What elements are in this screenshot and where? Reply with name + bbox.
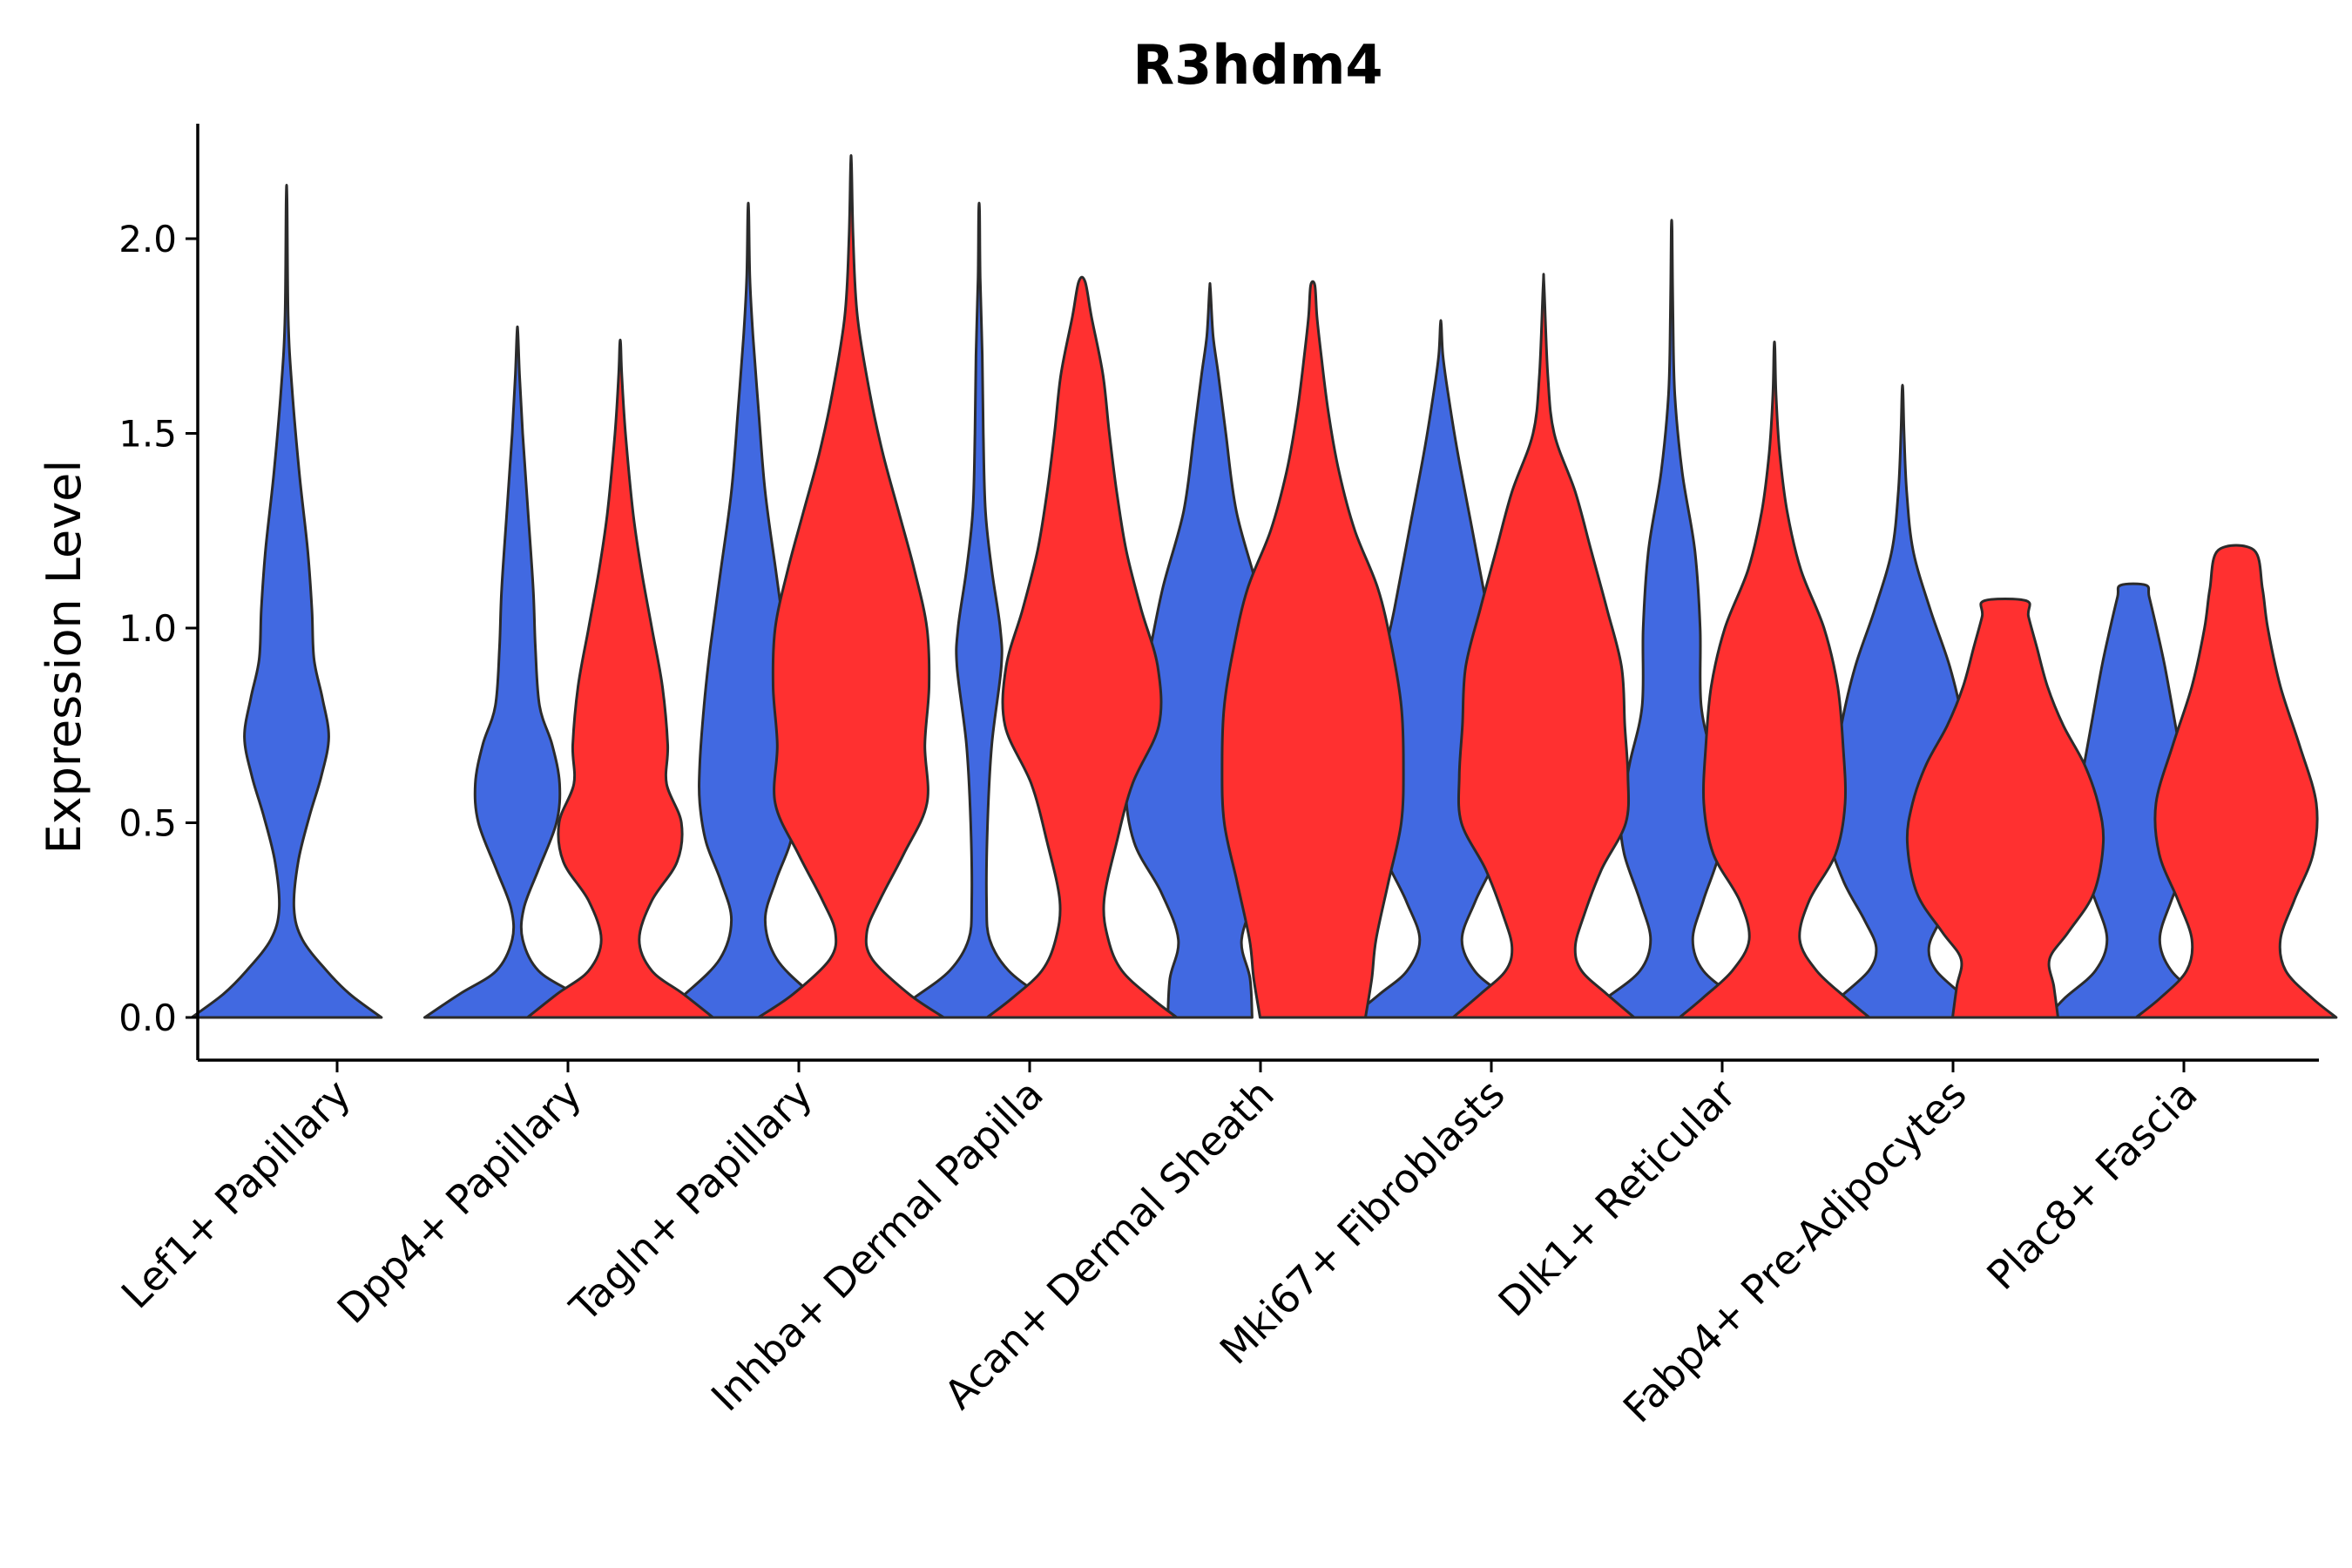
chart-title: R3hdm4 — [1132, 33, 1382, 97]
x-tick-label: Tagln+ Papillary — [560, 1071, 821, 1332]
violin-plac8-fascia-red — [2134, 544, 2338, 1019]
violin-acan-dermal-sheath-red — [1220, 280, 1405, 1019]
violin-dlk1-reticular-red — [1678, 340, 1871, 1019]
y-tick-label: 0.0 — [118, 997, 177, 1039]
violin-inhba-dermal-papilla-blue — [885, 201, 1073, 1019]
x-tick-label: Plac8+ Fascia — [1977, 1071, 2206, 1299]
y-tick-label: 1.5 — [118, 413, 177, 456]
violin-tagln-papillary-red — [757, 153, 945, 1019]
violin-lef1-papillary-blue — [190, 184, 383, 1019]
violin-dpp4-papillary-red — [526, 338, 714, 1019]
violin-mki67-fibroblasts-red — [1451, 273, 1636, 1019]
violin-inhba-dermal-papilla-red — [985, 275, 1179, 1019]
violin-fabp4-pre-adipocytes-red — [1905, 597, 2105, 1019]
y-tick-label: 1.0 — [118, 607, 177, 650]
x-tick-label: Lef1+ Papillary — [112, 1071, 360, 1318]
violins-layer — [190, 153, 2338, 1019]
y-tick-label: 2.0 — [118, 218, 177, 260]
violin-dpp4-papillary-blue — [423, 325, 612, 1019]
x-tick-label: Dlk1+ Reticular — [1490, 1071, 1745, 1326]
y-tick-label: 0.5 — [118, 802, 177, 845]
y-axis-label: Expression Level — [37, 460, 91, 855]
x-tick-label: Dpp4+ Papillary — [328, 1071, 591, 1333]
